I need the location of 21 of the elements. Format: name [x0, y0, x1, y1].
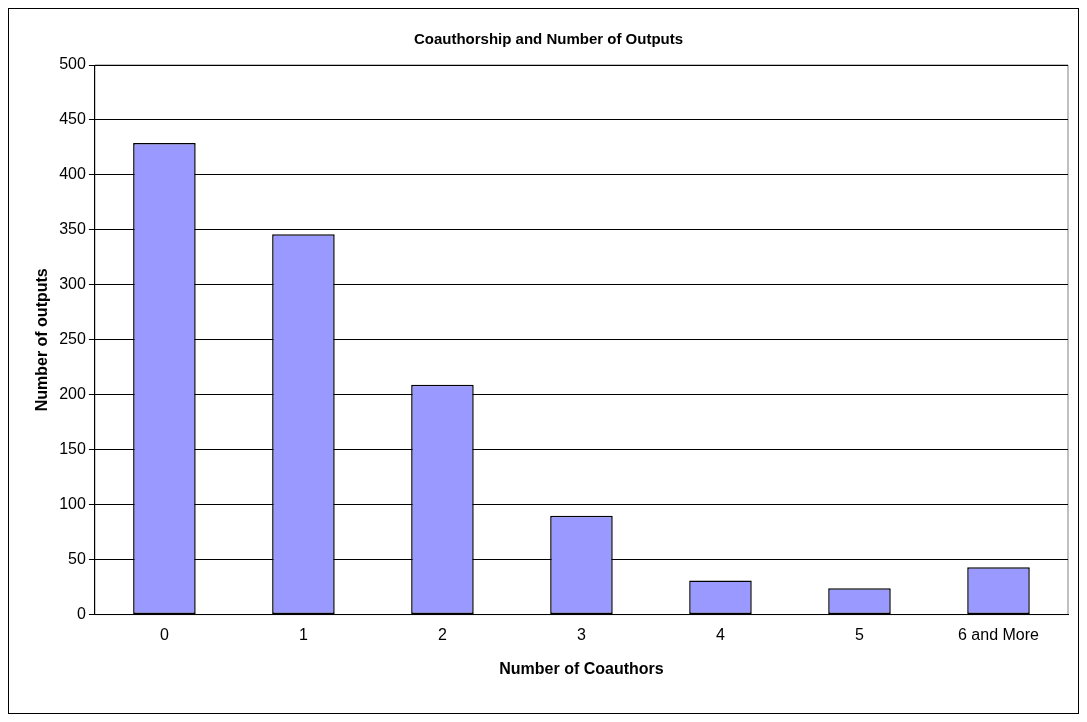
y-tick-label: 400: [59, 165, 86, 183]
y-tick-label: 300: [59, 275, 86, 293]
y-tick-label: 150: [59, 440, 86, 458]
y-tick-label: 500: [59, 55, 86, 73]
x-tick-label: 0: [159, 625, 169, 643]
y-tick-label: 0: [76, 605, 86, 623]
x-axis-title: Number of Coauthors: [499, 659, 664, 677]
x-tick-label: 3: [576, 625, 586, 643]
chart-title: Coauthorship and Number of Outputs: [413, 30, 684, 48]
y-tick-label: 200: [59, 385, 86, 403]
x-tick-label: 1: [298, 625, 308, 643]
y-axis-title: Number of outputs: [33, 268, 51, 412]
y-tick-label: 250: [59, 330, 86, 348]
x-tick-label: 5: [855, 625, 865, 643]
y-tick-label: 50: [68, 550, 86, 568]
y-tick-label: 450: [59, 110, 86, 128]
x-tick-label: 2: [437, 625, 447, 643]
y-tick-label: 350: [59, 220, 86, 238]
x-tick-label: 4: [716, 625, 726, 643]
x-tick-label: 6 and More: [958, 625, 1040, 643]
y-tick-label: 100: [59, 495, 86, 513]
